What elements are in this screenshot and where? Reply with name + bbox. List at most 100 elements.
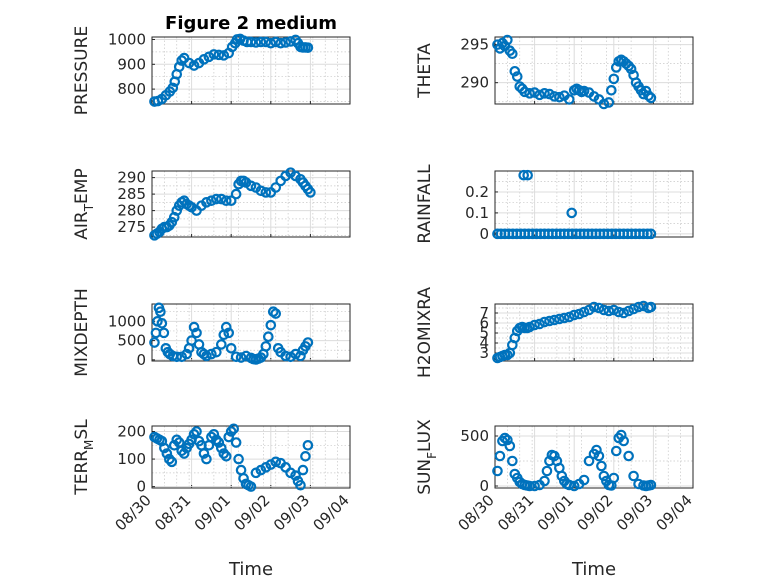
x-tick-label: 08/31	[151, 491, 194, 534]
data-point	[201, 197, 212, 208]
data-point	[502, 34, 513, 46]
axes-box	[151, 170, 351, 238]
x-tick-label: 08/30	[112, 491, 155, 534]
y-tick-label: 100	[117, 450, 146, 468]
data-point	[220, 195, 232, 206]
data-point	[290, 470, 301, 481]
data-point	[201, 350, 212, 362]
data-point	[260, 36, 272, 48]
data-point	[502, 434, 513, 446]
x-tick-label: 09/01	[534, 491, 577, 534]
data-point	[519, 86, 530, 98]
series-rainfall	[492, 169, 657, 240]
subplot-rainfall: 0 0.1 0.2 RAINFALL	[415, 164, 694, 244]
data-point	[568, 309, 580, 321]
y-axis-label-air_temp: AIRTEMP	[72, 168, 96, 239]
data-point	[558, 312, 570, 324]
data-point	[549, 314, 560, 326]
plot-area-rainfall	[494, 170, 694, 238]
data-point	[297, 464, 309, 476]
data-point	[178, 448, 190, 459]
data-point	[245, 481, 257, 492]
data-point	[504, 440, 516, 452]
data-point	[225, 342, 237, 354]
data-point	[608, 304, 620, 316]
data-point	[539, 316, 550, 328]
data-point	[534, 89, 545, 101]
data-point	[216, 442, 227, 454]
data-point	[300, 451, 311, 462]
y-axis-label-rainfall: RAINFALL	[415, 164, 435, 244]
data-point	[494, 43, 506, 54]
data-point	[573, 308, 585, 320]
data-point	[494, 450, 506, 462]
series-air_temp	[149, 167, 316, 241]
data-point	[191, 426, 202, 437]
data-point	[305, 187, 316, 198]
y-tick-label: 4	[479, 334, 489, 352]
data-point	[642, 228, 653, 240]
x-tick-label: 09/03	[613, 491, 656, 534]
data-point	[149, 337, 160, 348]
data-point	[593, 450, 605, 462]
series-sun_flux	[492, 429, 657, 492]
data-point	[230, 351, 242, 363]
data-point	[588, 301, 600, 313]
data-point	[295, 350, 306, 362]
data-point	[529, 480, 540, 492]
data-point	[509, 65, 521, 77]
data-point	[270, 182, 282, 193]
y-tick-label: 0	[136, 351, 146, 369]
data-point	[566, 207, 578, 219]
data-point	[230, 188, 242, 200]
data-point	[167, 82, 179, 94]
data-point	[608, 472, 620, 484]
data-point	[596, 460, 607, 472]
data-point	[529, 87, 540, 98]
data-point	[260, 187, 272, 198]
data-point	[593, 302, 605, 314]
y-tick-label: 1000	[108, 30, 146, 48]
data-point	[245, 36, 257, 48]
data-point	[541, 465, 553, 477]
y-axis-label-sun_flux: SUNFLUX	[415, 419, 439, 495]
y-tick-label: 5	[479, 324, 489, 342]
data-point	[295, 479, 306, 491]
data-point	[524, 480, 535, 492]
data-point	[578, 306, 590, 318]
data-point	[159, 442, 170, 454]
data-point	[235, 352, 247, 363]
data-point	[623, 305, 634, 317]
series-terr_msl	[149, 423, 314, 492]
x-tick-label: 09/02	[573, 491, 616, 534]
data-point	[507, 455, 518, 467]
data-point	[156, 317, 168, 329]
series-theta	[492, 34, 657, 110]
data-point	[539, 475, 550, 487]
subplot-theta: 290 295 THETA	[415, 34, 694, 110]
data-point	[181, 348, 192, 360]
data-point	[223, 327, 235, 339]
data-point	[173, 61, 185, 73]
y-tick-label: 7	[479, 304, 489, 322]
data-point	[230, 437, 242, 448]
y-axis-label-h2omixra: H2OMIXRA	[415, 287, 435, 378]
data-point	[539, 88, 550, 99]
data-point	[250, 37, 262, 48]
y-tick-label: 200	[117, 423, 146, 441]
y-tick-label: 1000	[108, 312, 146, 330]
data-point	[591, 444, 602, 456]
data-point	[201, 453, 212, 465]
data-point	[191, 327, 202, 339]
data-point	[280, 350, 291, 362]
data-point	[628, 470, 639, 482]
data-point	[618, 307, 629, 319]
data-point	[645, 479, 657, 491]
data-point	[623, 450, 634, 462]
y-tick-label: 295	[460, 36, 489, 54]
